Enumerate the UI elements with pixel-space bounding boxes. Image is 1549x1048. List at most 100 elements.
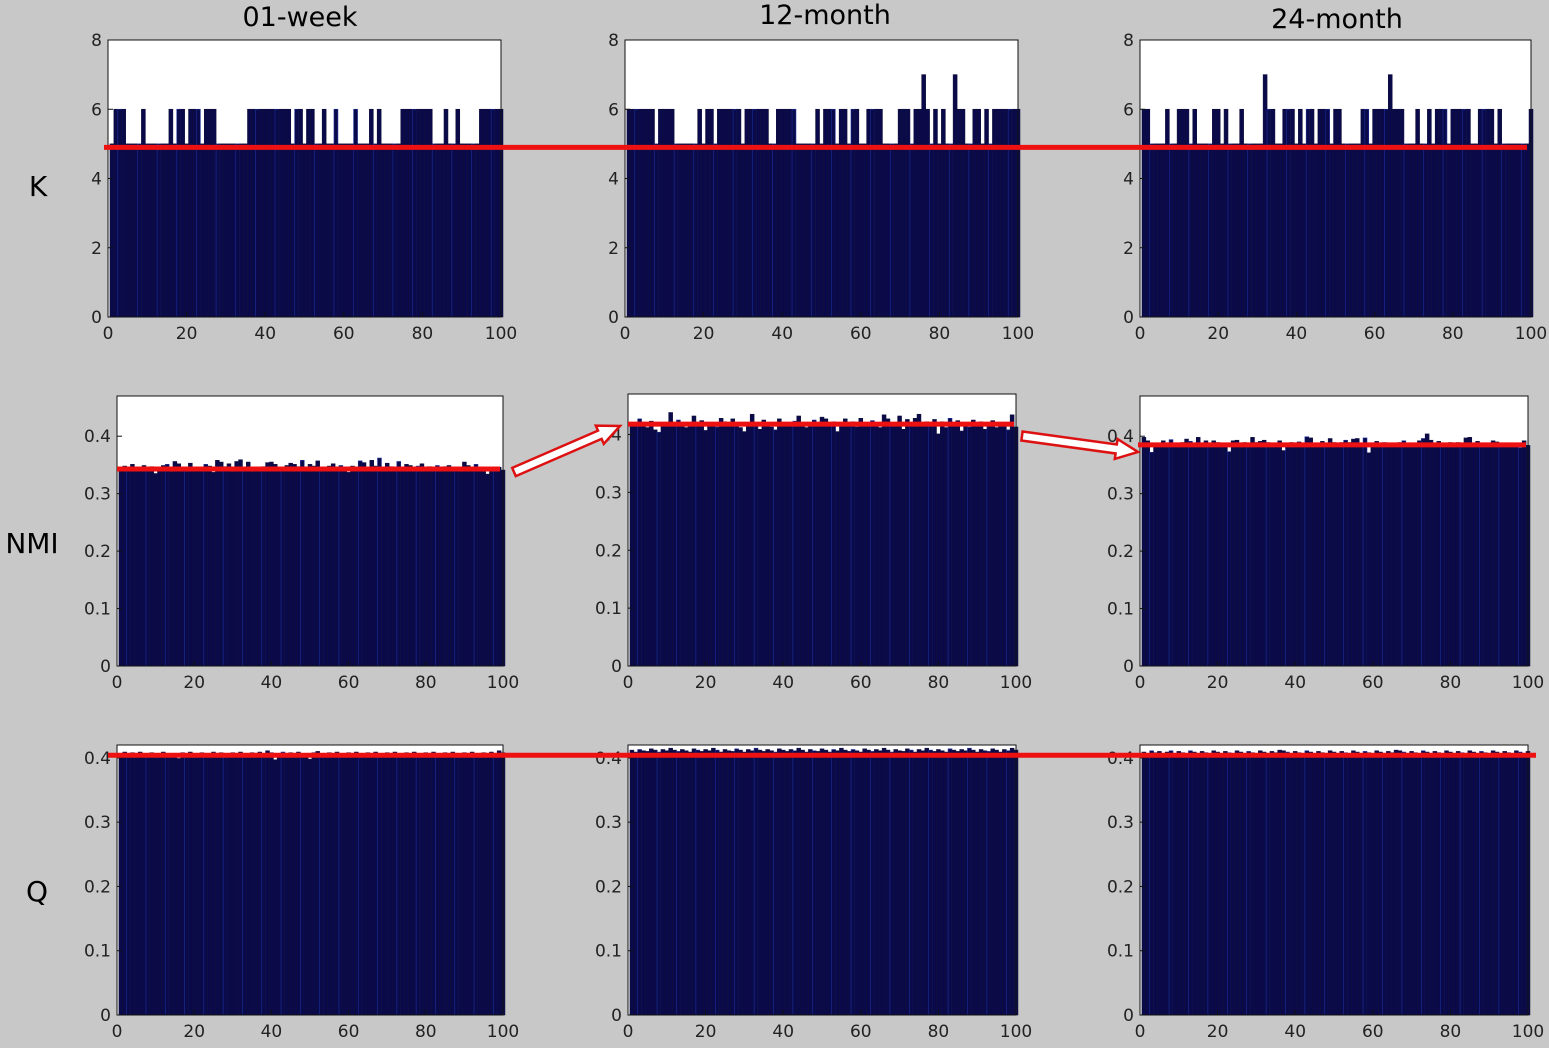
bar [161,751,166,1016]
bar [779,108,785,318]
bar [1227,752,1232,1016]
x-tick-label: 20 [183,1022,205,1042]
x-tick-label: 0 [103,324,114,344]
bar [905,108,911,318]
bar [134,753,139,1016]
bar [1184,438,1189,667]
bar [377,457,382,667]
bar [424,108,429,318]
y-tick-label: 0 [100,1006,111,1026]
bar [1510,442,1515,667]
bar [920,750,926,1016]
bar [282,108,288,318]
panel-k-24-month: 0 20 40 60 80 100 0 2 4 6 8 [1123,31,1547,344]
bar [1242,442,1247,667]
bar [1509,143,1514,318]
bar [664,425,670,667]
bar [967,426,972,667]
bar [1393,749,1399,1016]
bar [722,749,728,1016]
bar [726,750,732,1016]
bar [1317,108,1323,318]
y-tick-label: 0.2 [84,542,111,562]
bar [419,754,425,1016]
bar [1510,753,1515,1016]
bar [274,108,280,318]
bar [630,108,636,318]
bar [137,466,143,667]
bar [1176,446,1182,667]
bar [703,430,708,667]
bar [685,143,691,318]
bar [242,468,247,667]
bar [1215,108,1221,318]
bar [1490,750,1496,1016]
bar [959,430,964,667]
bar [307,464,313,667]
x-tick-label: 100 [1002,324,1034,344]
x-tick-label: 20 [176,324,198,344]
bar [901,751,906,1016]
y-tick-label: 0.1 [84,600,111,620]
bar [1370,442,1376,667]
bar [960,108,966,318]
bar [1149,451,1154,667]
bar [1313,143,1319,318]
bar [333,108,339,318]
bar [1409,442,1414,667]
bar [951,749,957,1016]
bar [455,108,461,318]
bar [846,425,852,667]
bar [1164,751,1170,1016]
bar [357,460,363,667]
bar [361,143,366,318]
bar [645,427,650,667]
bar [196,108,201,318]
bar [1273,443,1279,667]
bar [795,143,801,318]
bar [296,466,301,667]
bar [133,143,138,318]
x-tick-label: 100 [485,324,517,344]
bar [908,423,914,667]
bar [974,751,980,1016]
bar [338,465,344,667]
bar [191,753,197,1016]
bar [924,421,930,667]
bar [998,751,1003,1016]
bar [1002,425,1007,667]
bar [168,108,174,318]
bar [827,108,832,318]
bar [152,143,158,318]
bar [1289,442,1294,667]
bar [687,751,693,1016]
bar [156,143,162,318]
bar [885,749,891,1016]
bar [649,420,654,667]
bar [373,465,378,667]
bar [109,143,115,318]
bar [714,749,720,1016]
bar [994,427,999,667]
bar [943,751,949,1016]
bar [454,753,459,1016]
bar [126,754,131,1016]
bar [668,412,673,667]
y-tick-label: 8 [91,31,102,51]
bar [1250,437,1255,667]
bar [834,143,840,318]
bar [253,753,259,1016]
bar [1351,438,1356,667]
bar [1444,750,1449,1016]
bar [1344,143,1350,318]
bar [1255,143,1260,318]
bar [921,74,926,318]
bar [967,747,972,1016]
y-tick-label: 0 [91,308,102,328]
bar [1309,108,1315,318]
axes-frame [627,744,1017,1016]
bar [1324,753,1329,1016]
bar [683,427,689,667]
bar [1331,442,1337,667]
bar [404,752,409,1016]
